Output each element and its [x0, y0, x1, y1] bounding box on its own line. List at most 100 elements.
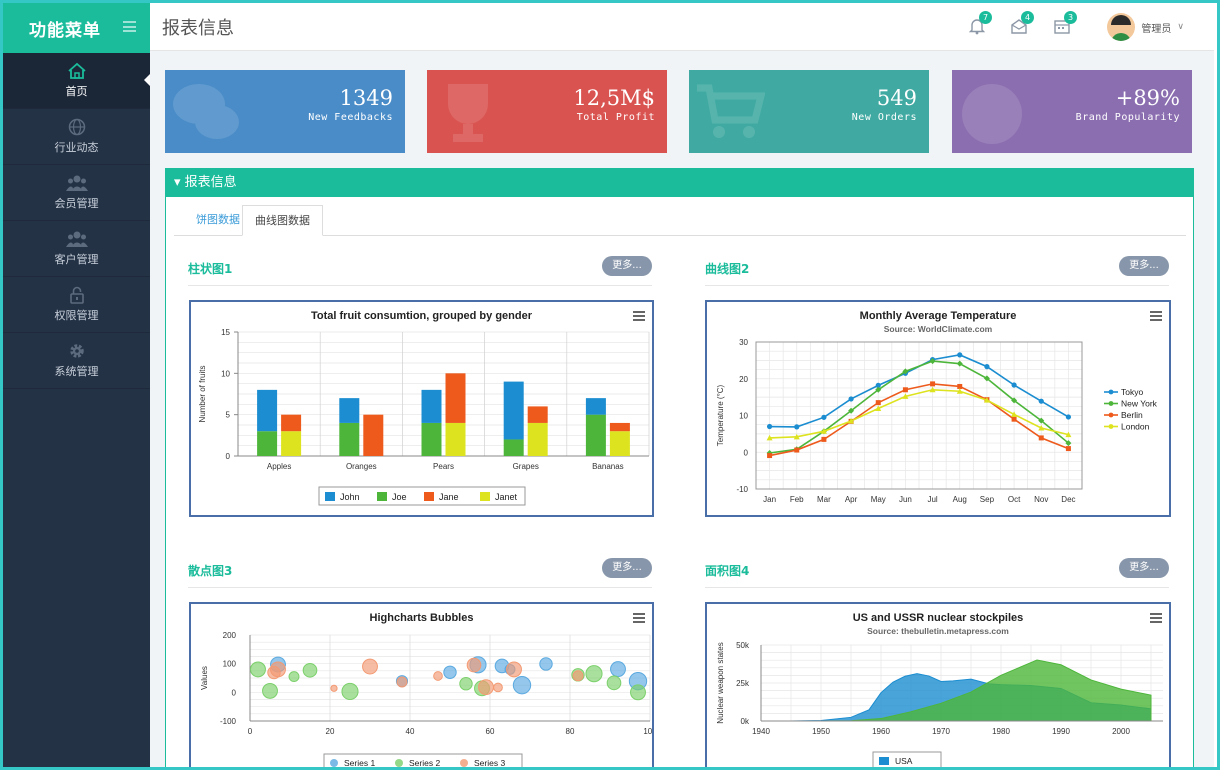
panel-header[interactable]: ▾ 报表信息	[166, 169, 1193, 197]
section-title-area: 面积图4	[705, 564, 750, 578]
data-point	[766, 423, 773, 430]
legend-item: Jane	[439, 492, 459, 502]
legend-item: Series 3	[474, 758, 505, 767]
lock-icon	[69, 286, 84, 304]
y-tick-label: 200	[223, 631, 237, 640]
data-point	[848, 418, 855, 424]
bar	[421, 389, 442, 423]
legend-marker	[480, 492, 490, 501]
sidebar-item-label: 行业动态	[54, 141, 99, 154]
x-tick-label: 1990	[1052, 727, 1070, 736]
tab-line-data[interactable]: 曲线图数据	[242, 205, 323, 236]
bar	[585, 398, 606, 415]
data-point	[821, 436, 827, 442]
bubble	[493, 682, 503, 693]
series-line	[769, 360, 1069, 454]
bar	[503, 381, 524, 440]
sidebar-item-news[interactable]: 行业动态	[3, 109, 150, 165]
chart-menu-icon	[633, 315, 645, 317]
data-point	[956, 388, 963, 394]
more-button[interactable]: 更多...	[1119, 558, 1169, 578]
y-tick-label: 0	[744, 448, 749, 457]
y-tick-label: 10	[221, 369, 230, 378]
section-title-bar: 柱状图1	[188, 262, 233, 276]
sidebar-item-label: 首页	[65, 85, 88, 98]
data-point	[767, 453, 773, 459]
bar	[585, 414, 606, 456]
x-tick-label: Pears	[433, 462, 454, 471]
y-tick-label: 15	[221, 328, 230, 337]
stat-label: New Orders	[851, 112, 917, 123]
sidebar-item-permissions[interactable]: 权限管理	[3, 277, 150, 333]
bubble	[572, 670, 584, 682]
data-point	[1065, 431, 1072, 438]
x-tick-label: Oranges	[346, 462, 377, 471]
x-tick-label: 40	[406, 727, 415, 736]
stat-label: Brand Popularity	[1075, 112, 1180, 123]
x-tick-label: 100	[643, 727, 652, 736]
x-tick-label: Jul	[927, 495, 937, 504]
stat-card-popularity[interactable]: +89% Brand Popularity	[952, 70, 1192, 153]
stat-card-feedbacks[interactable]: 1349 New Feedbacks	[165, 70, 405, 153]
legend-item: Janet	[495, 492, 518, 502]
y-tick-label: 10	[739, 412, 748, 421]
chart-title: US and USSR nuclear stockpiles	[853, 612, 1024, 624]
bubble	[262, 682, 278, 699]
stat-card-profit[interactable]: 12,5M$ Total Profit	[427, 70, 667, 153]
legend-marker	[377, 492, 387, 501]
x-tick-label: Bananas	[592, 462, 624, 471]
data-point	[1038, 435, 1044, 441]
data-point	[875, 400, 881, 406]
chart-menu-icon	[633, 621, 645, 623]
bubble	[341, 682, 359, 701]
data-point	[848, 407, 855, 414]
chart-menu-icon	[1150, 613, 1162, 615]
bubble	[330, 684, 338, 692]
bubble-chart: Highcharts Bubbles -100 0 100 200 0 20 40 60 80 10…	[189, 602, 654, 767]
sidebar-item-customers[interactable]: 客户管理	[3, 221, 150, 277]
notification-button[interactable]: 7	[968, 11, 992, 37]
bar-chart: Total fruit consumtion, grouped by gende…	[189, 300, 654, 517]
chart-title: Total fruit consumtion, grouped by gende…	[311, 310, 533, 322]
messages-button[interactable]: 4	[1010, 11, 1034, 37]
y-tick-label: 50k	[736, 641, 750, 650]
more-button[interactable]: 更多...	[602, 256, 652, 276]
y-tick-label: 30	[739, 338, 748, 347]
tab-pie-data[interactable]: 饼图数据	[196, 213, 240, 226]
sidebar-item-home[interactable]: 首页	[3, 53, 151, 109]
stat-card-orders[interactable]: 549 New Orders	[689, 70, 929, 153]
series-line	[769, 383, 1069, 457]
comments-icon	[173, 84, 239, 139]
data-point	[983, 397, 990, 403]
sidebar-item-system[interactable]: 系统管理	[3, 333, 150, 389]
data-point	[793, 433, 800, 440]
tasks-button[interactable]: 3	[1053, 11, 1077, 37]
bubble	[433, 671, 443, 681]
sidebar-item-members[interactable]: 会员管理	[3, 165, 150, 221]
sidebar-header: 功能菜单	[3, 3, 150, 53]
bar	[527, 422, 548, 456]
legend-box	[318, 486, 526, 506]
legend-marker	[460, 759, 468, 767]
more-button[interactable]: 更多...	[602, 558, 652, 578]
bubble	[288, 671, 300, 683]
y-tick-label: 0	[226, 452, 231, 461]
y-axis-label: Nuclear weapon states	[716, 642, 725, 723]
more-button[interactable]: 更多...	[1119, 256, 1169, 276]
user-menu[interactable]: 管理员 ∨	[1107, 13, 1184, 41]
bar	[257, 389, 278, 432]
users-icon	[65, 175, 88, 191]
data-point	[875, 386, 882, 393]
x-tick-label: 20	[326, 727, 335, 736]
caret-down-icon: ▾	[174, 175, 185, 190]
x-tick-label: 0	[248, 727, 253, 736]
chart-menu-icon	[1150, 621, 1162, 623]
menu-toggle-icon[interactable]	[123, 21, 136, 32]
bubble	[506, 661, 522, 678]
stat-value: 12,5M$	[573, 86, 655, 110]
x-tick-label: Feb	[790, 495, 804, 504]
bubble	[396, 676, 408, 688]
legend-item: Berlin	[1121, 410, 1143, 420]
legend-item: Series 1	[344, 758, 375, 767]
data-point	[1065, 446, 1071, 452]
